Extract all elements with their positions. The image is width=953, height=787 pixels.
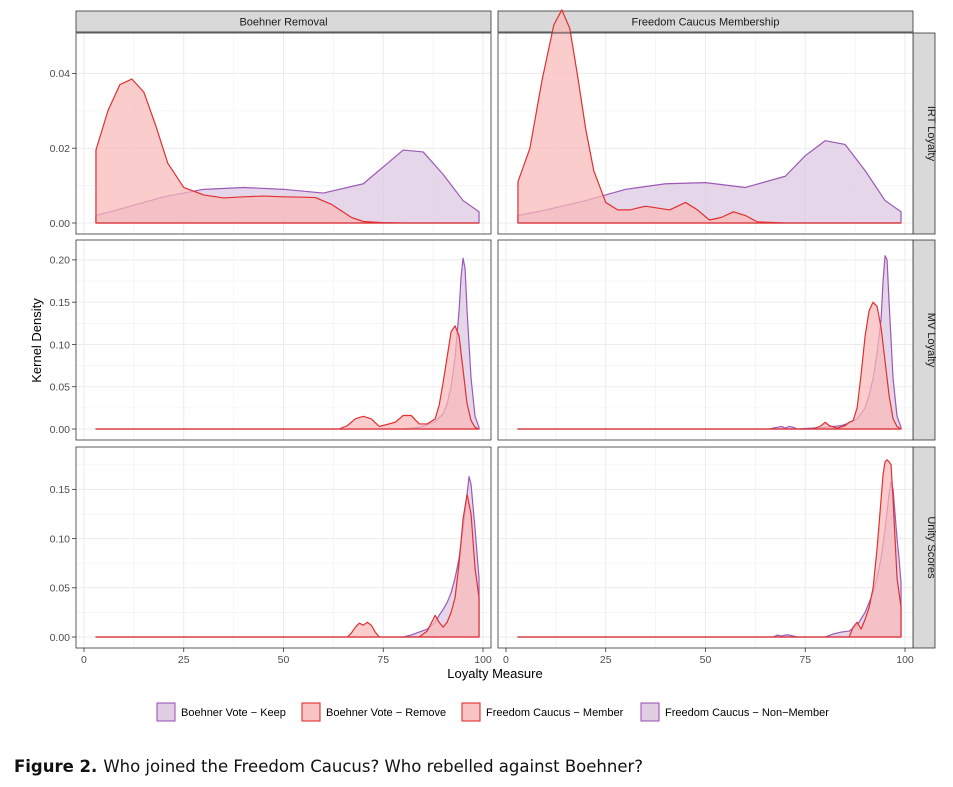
x-tick-label: 25: [600, 654, 612, 666]
panel-mv-loyalty-boehner-removal: 0.00 0.05 0.10 0.15 0.20: [50, 239, 492, 441]
facet-strip-label: IRT Loyalty: [925, 106, 937, 162]
x-axis-title: Loyalty Measure: [447, 666, 542, 681]
y-tick-label: 0.00: [50, 632, 71, 644]
facet-strip-freedom-caucus-membership: [497, 10, 914, 33]
legend-swatch: [156, 702, 176, 722]
legend-swatch: [640, 702, 660, 722]
legend-label: Boehner Vote − Keep: [181, 707, 286, 719]
y-tick-label: 0.05: [50, 583, 71, 595]
y-tick-label: 0.15: [50, 297, 71, 309]
figure-label: Figure 2.: [14, 757, 98, 776]
panel-border: [497, 32, 914, 235]
y-axis-title: Kernel Density: [29, 298, 44, 383]
y-tick-label: 0.02: [50, 143, 71, 155]
density-area-boehner-vote-keep: [95, 475, 480, 638]
y-tick-label: 0.20: [50, 255, 71, 267]
x-tick-label: 25: [178, 654, 190, 666]
x-tick-label: 0: [81, 654, 87, 666]
y-tick-label: 0.04: [50, 68, 71, 80]
y-tick-label: 0.10: [50, 533, 71, 545]
panel-unity-scores-boehner-removal: 0.00 0.05 0.10 0.15 0 25 50 75 100: [50, 446, 492, 666]
facet-strip-label: Freedom Caucus Membership: [632, 17, 780, 29]
density-area-freedom-caucus-non-member: [517, 480, 902, 638]
legend-label: Boehner Vote − Remove: [326, 707, 446, 719]
x-tick-label: 100: [474, 654, 492, 666]
y-tick-label: 0.15: [50, 484, 71, 496]
y-tick-label: 0.05: [50, 382, 71, 394]
faceted-density-chart: Boehner Removal Freedom Caucus Membership…: [29, 9, 937, 722]
density-area-freedom-caucus-member: [517, 459, 902, 638]
figure-caption: Figure 2. Who joined the Freedom Caucus? …: [14, 757, 643, 776]
figure-caption-text: Who joined the Freedom Caucus? Who rebel…: [103, 757, 644, 776]
panel-border: [75, 239, 492, 441]
panel-irt-loyalty-boehner-removal: 0.00 0.02 0.04: [50, 32, 492, 235]
legend-label: Freedom Caucus − Member: [486, 707, 624, 719]
density-area-freedom-caucus-member: [517, 301, 902, 430]
facet-strip-label: Boehner Removal: [239, 17, 327, 29]
x-tick-label: 50: [278, 654, 290, 666]
panel-mv-loyalty-freedom-caucus-membership: [497, 239, 914, 441]
legend-item: Freedom Caucus − Member: [461, 702, 624, 722]
density-area-boehner-vote-remove: [95, 325, 480, 430]
x-tick-label: 75: [377, 654, 389, 666]
x-tick-label: 100: [896, 654, 914, 666]
facet-strip-label: Unity Scores: [925, 516, 937, 579]
panel-irt-loyalty-freedom-caucus-membership: [497, 9, 914, 235]
x-tick-label: 0: [503, 654, 509, 666]
y-tick-label: 0.00: [50, 218, 71, 230]
y-tick-label: 0.00: [50, 424, 71, 436]
facet-strip-label: MV Loyalty: [925, 313, 937, 368]
panel-border: [75, 32, 492, 235]
legend-item: Boehner Vote − Remove: [301, 702, 446, 722]
legend-swatch: [301, 702, 321, 722]
x-tick-label: 75: [799, 654, 811, 666]
y-tick-label: 0.10: [50, 339, 71, 351]
legend-label: Freedom Caucus − Non−Member: [665, 707, 829, 719]
x-tick-label: 50: [700, 654, 712, 666]
panel-border: [497, 239, 914, 441]
legend-swatch: [461, 702, 481, 722]
density-area-boehner-vote-remove: [95, 78, 480, 224]
legend-item: Freedom Caucus − Non−Member: [640, 702, 829, 722]
facet-strip-boehner-removal: [75, 10, 492, 33]
density-area-boehner-vote-remove: [95, 493, 480, 638]
legend-item: Boehner Vote − Keep: [156, 702, 286, 722]
panel-unity-scores-freedom-caucus-membership: 0 25 50 75 100: [497, 446, 914, 666]
density-area-freedom-caucus-member: [517, 9, 902, 224]
